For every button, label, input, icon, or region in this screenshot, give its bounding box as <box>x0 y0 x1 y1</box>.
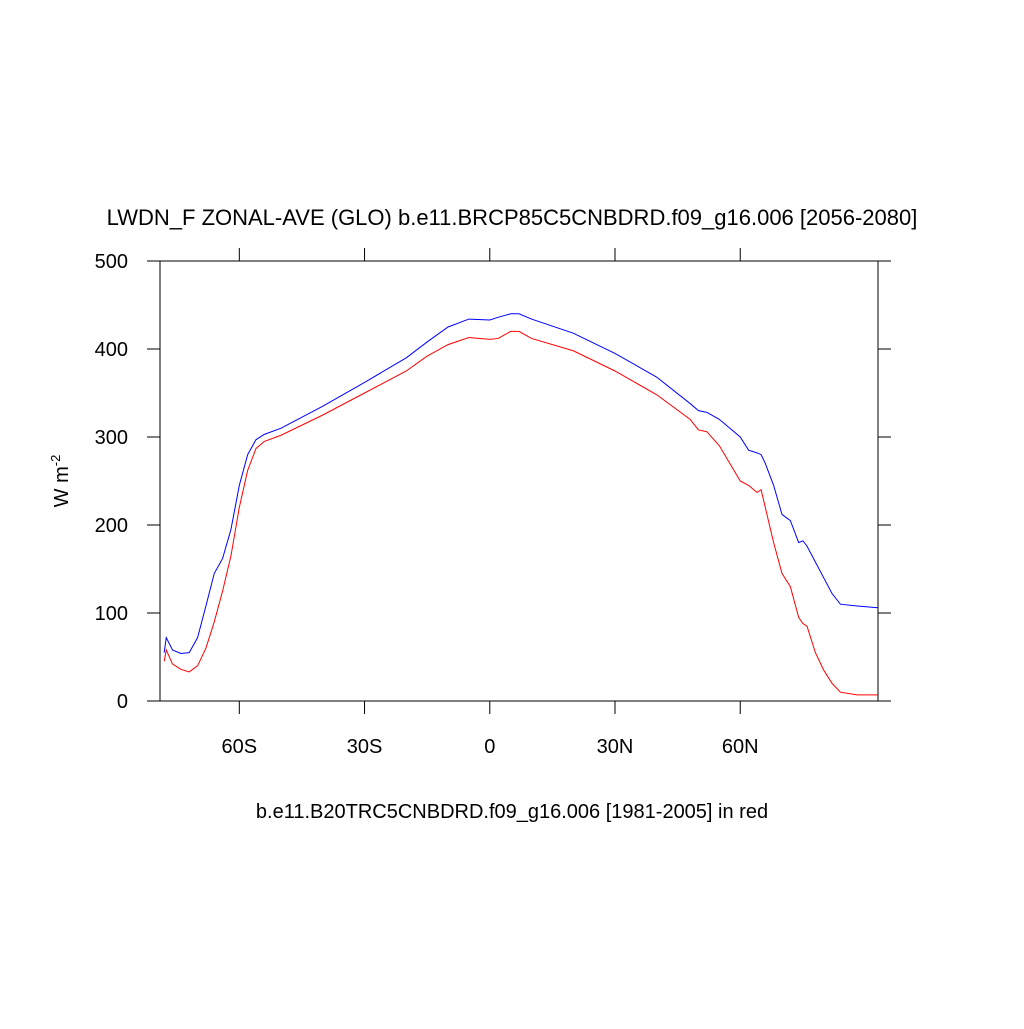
x-tick-label: 30N <box>597 736 634 758</box>
data-line <box>163 313 879 654</box>
y-tick-label: 500 <box>95 251 128 273</box>
y-axis-label-sup: -2 <box>48 455 63 467</box>
y-tick-label: 100 <box>95 603 128 625</box>
data-line <box>163 330 878 696</box>
x-axis-label: b.e11.B20TRC5CNBDRD.f09_g16.006 [1981-20… <box>256 801 768 823</box>
y-tick-label: 0 <box>117 691 128 713</box>
plot-frame <box>159 260 879 702</box>
x-tick-label: 30S <box>347 736 383 758</box>
x-tick-label: 0 <box>484 736 495 758</box>
y-tick-label: 200 <box>95 515 128 537</box>
y-tick-label: 400 <box>95 339 128 361</box>
y-axis-label: W m-2 <box>48 455 73 508</box>
chart-title: LWDN_F ZONAL-AVE (GLO) b.e11.BRCP85C5CNB… <box>107 205 918 230</box>
y-tick-label: 300 <box>95 427 128 449</box>
x-tick-label: 60S <box>222 736 258 758</box>
x-tick-label: 60N <box>722 736 759 758</box>
y-axis-label-text: W m <box>51 466 73 507</box>
